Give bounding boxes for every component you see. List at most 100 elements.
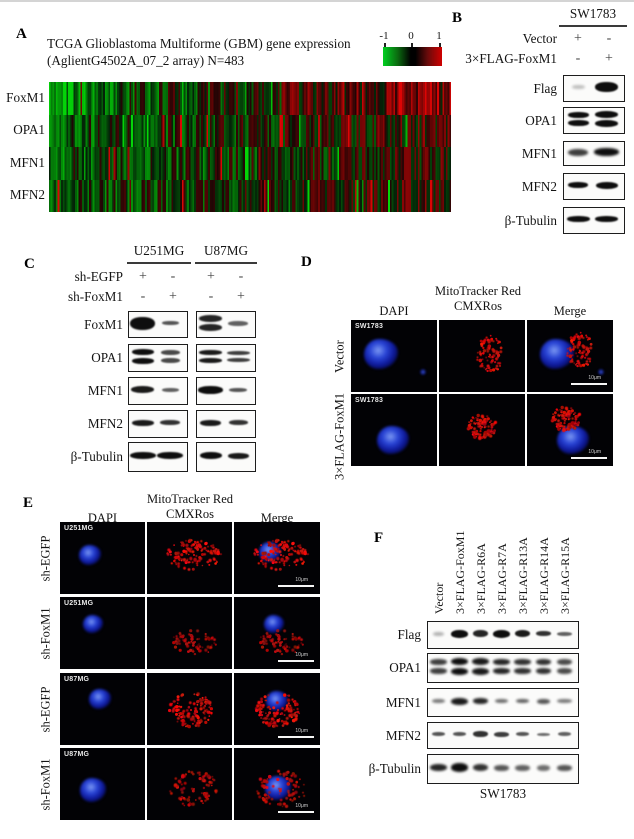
mitotracker-signal: [193, 788, 195, 790]
blot-label-opa1: OPA1: [525, 113, 557, 128]
protein-band: [595, 120, 619, 128]
protein-band: [514, 630, 531, 637]
dapi-secondary-spot: [420, 369, 426, 375]
blot-opa1: [563, 107, 625, 134]
protein-band: [514, 667, 531, 674]
scalebar: [571, 382, 607, 385]
protein-band: [472, 764, 489, 771]
condition-symbol: -: [575, 51, 581, 66]
protein-band: [451, 697, 468, 705]
protein-band: [594, 148, 620, 156]
protein-band: [430, 667, 447, 674]
protein-band: [131, 386, 155, 393]
blot-label-opa1: OPA1: [91, 350, 123, 365]
protein-band: [199, 357, 223, 363]
blot-mfn1-u87mg: [196, 377, 256, 405]
protein-band: [568, 120, 589, 127]
mitotracker-signal: [579, 350, 581, 352]
blot-label-mfn1: MFN1: [385, 695, 421, 710]
protein-band: [471, 658, 490, 666]
micro-d-vector-mito: [439, 320, 525, 392]
header-underline: [559, 25, 627, 27]
dapi-nucleus: [265, 776, 291, 800]
scan-edge-line: [0, 0, 634, 2]
mitotracker-signal: [193, 554, 195, 556]
row-label-sh-foxm1-u87: sh-FoxM1: [38, 758, 53, 811]
lane-label: 3×FLAG-R13A: [516, 537, 530, 614]
cell-line-corner-label: SW1783: [355, 397, 384, 404]
blot-label-flag: Flag: [533, 81, 557, 96]
dapi-nucleus: [80, 778, 106, 802]
blot-opa1-u251mg: [128, 344, 188, 372]
micro-d-vector-merge: 10μm: [527, 320, 613, 392]
scalebar: [278, 735, 314, 738]
dapi-nucleus: [259, 542, 281, 562]
heatmap-gene-label: OPA1: [13, 122, 45, 137]
protein-band: [199, 314, 223, 322]
cell-line-corner-label: U251MG: [64, 525, 94, 532]
scalebar-text: 10μm: [295, 728, 308, 734]
header-underline: [127, 262, 191, 264]
lane-label: 3×FLAG-FoxM1: [453, 530, 467, 614]
micro-e-r1-mito: [147, 522, 232, 594]
colorbar-tick-mid: 0: [408, 30, 414, 42]
condition-symbol: -: [170, 269, 176, 284]
micro-e-r3-dapi: U87MG: [60, 673, 145, 745]
condition-symbol: +: [605, 51, 613, 66]
protein-band: [131, 357, 154, 364]
blot-label-mfn2: MFN2: [385, 728, 421, 743]
cell-line-header-sw1783: SW1783: [569, 6, 617, 21]
condition-symbols-row: + - + -: [0, 269, 634, 285]
scalebar: [571, 456, 607, 459]
protein-band: [157, 452, 184, 459]
mitotracker-signal: [280, 788, 282, 790]
micro-e-r3-merge: 10μm: [234, 673, 320, 745]
protein-band: [199, 350, 223, 356]
micro-e-r4-dapi: U87MG: [60, 748, 145, 820]
protein-band: [535, 667, 552, 674]
protein-band: [515, 764, 530, 771]
protein-band: [494, 764, 509, 771]
header-underline: [195, 262, 257, 264]
micro-e-r2-mito: [147, 597, 232, 669]
protein-band: [493, 667, 510, 674]
mitotracker-signal: [481, 426, 483, 428]
panel-a-letter: A: [16, 26, 27, 42]
protein-band: [536, 698, 551, 704]
protein-band: [595, 82, 619, 92]
condition-symbol: -: [238, 269, 244, 284]
micro-d-vector-dapi: SW1783: [351, 320, 437, 392]
dapi-nucleus: [89, 689, 111, 709]
protein-band: [131, 349, 154, 356]
blot-f-mfn1: [427, 688, 579, 717]
protein-band: [556, 659, 573, 666]
cell-line-corner-label: SW1783: [355, 323, 384, 330]
mitotracker-signal: [277, 709, 279, 711]
blot-label-tubulin: β-Tubulin: [504, 213, 557, 228]
cell-line-header-u251mg: U251MG: [133, 243, 185, 258]
protein-band: [472, 698, 489, 704]
blot-f-flag: [427, 621, 579, 649]
protein-band: [536, 732, 551, 736]
protein-band: [162, 321, 179, 325]
protein-band: [595, 110, 619, 118]
protein-band: [226, 351, 250, 356]
cell-line-header-u87mg: U87MG: [204, 243, 248, 258]
column-header-mitotracker: MitoTracker Red: [435, 284, 521, 298]
blot-mfn1-u251mg: [128, 377, 188, 405]
protein-band: [160, 420, 181, 425]
heatmap-gene-label: MFN2: [9, 187, 45, 202]
blot-label-tubulin: β-Tubulin: [70, 449, 123, 464]
micro-e-r1-merge: 10μm: [234, 522, 320, 594]
colorbar-tickmark: [411, 43, 413, 47]
mitotracker-signal: [190, 709, 192, 711]
mitotracker-signal: [489, 354, 491, 356]
protein-band: [494, 699, 509, 703]
protein-band: [160, 350, 180, 356]
protein-band: [451, 629, 468, 638]
blot-tubulin: [563, 207, 625, 234]
heatmap-title-line2: (AglientG4502A_07_2 array) N=483: [47, 53, 245, 68]
blot-mfn2-u251mg: [128, 410, 188, 438]
panel-e-letter: E: [23, 495, 34, 511]
colorbar-tick-low: -1: [379, 30, 389, 42]
